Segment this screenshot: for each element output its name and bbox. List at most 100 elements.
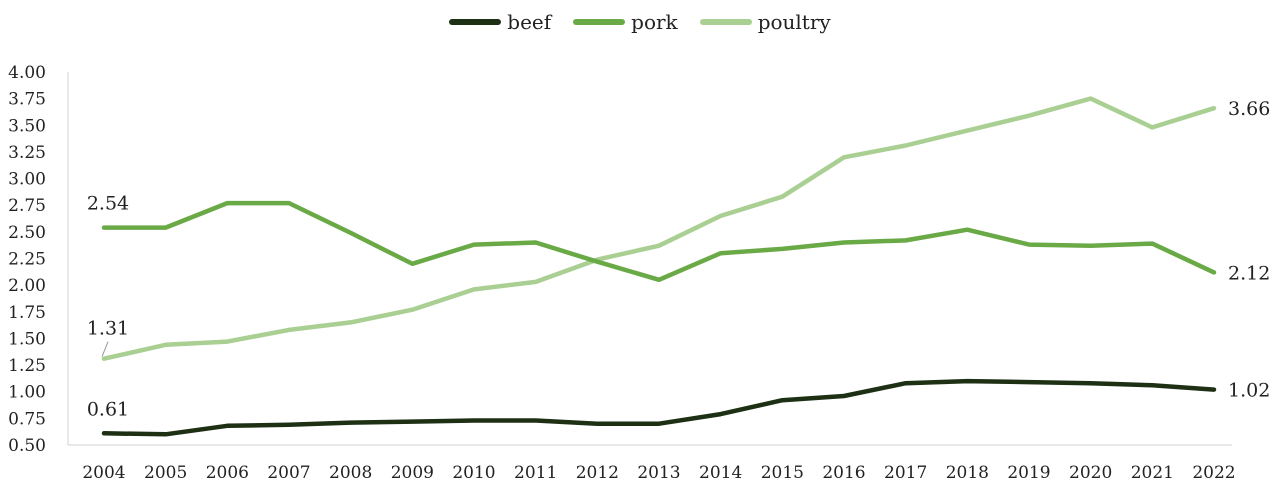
- data-point-pork: [165, 227, 167, 229]
- data-point-beef: [226, 425, 228, 427]
- x-tick-label: 2009: [391, 463, 434, 483]
- y-tick-label: 1.00: [8, 383, 46, 403]
- data-point-pork: [843, 242, 845, 244]
- data-point-pork: [1151, 243, 1153, 245]
- data-point-poultry: [720, 215, 722, 217]
- y-tick-label: 3.50: [8, 116, 46, 136]
- data-point-beef: [473, 419, 475, 421]
- data-point-pork: [658, 279, 660, 281]
- x-tick-label: 2012: [576, 463, 619, 483]
- data-point-pork: [781, 248, 783, 250]
- y-tick-label: 2.25: [8, 250, 46, 270]
- series-line-poultry: [101, 96, 1217, 361]
- data-point-beef: [350, 422, 352, 424]
- data-point-beef: [658, 423, 660, 425]
- data-point-poultry: [1090, 98, 1092, 100]
- legend-label: pork: [631, 10, 678, 34]
- data-label-pork: 2.54: [87, 193, 129, 215]
- y-tick-label: 1.75: [8, 303, 46, 323]
- data-label-poultry: 3.66: [1228, 98, 1270, 120]
- data-point-beef: [720, 413, 722, 415]
- data-point-poultry: [966, 130, 968, 132]
- data-label-poultry: 1.31: [87, 318, 129, 340]
- data-labels: 0.61 1.02 2.54 2.12 1.31 3.66: [87, 98, 1270, 420]
- data-point-poultry: [226, 341, 228, 343]
- data-point-poultry: [1151, 126, 1153, 128]
- data-point-beef: [165, 433, 167, 435]
- legend-item-pork: pork: [573, 10, 678, 34]
- data-point-beef: [1090, 382, 1092, 384]
- data-point-pork: [103, 227, 105, 229]
- y-tick-label: 0.50: [8, 436, 46, 456]
- data-point-poultry: [658, 245, 660, 247]
- x-tick-label: 2004: [82, 463, 125, 483]
- data-point-poultry: [288, 329, 290, 331]
- data-label-pork: 2.12: [1228, 262, 1270, 284]
- data-point-poultry: [103, 358, 105, 360]
- legend-item-beef: beef: [449, 10, 551, 34]
- data-point-beef: [1028, 381, 1030, 383]
- data-point-beef: [905, 382, 907, 384]
- axes: 0.50 0.75 1.00 1.25 1.50 1.75 2.00 2.25 2.50 2.75…: [8, 63, 1235, 483]
- x-tick-label: 2017: [884, 463, 927, 483]
- y-tick-label: 1.25: [8, 356, 46, 376]
- data-point-poultry: [473, 288, 475, 290]
- legend-label: beef: [507, 10, 552, 34]
- x-tick-label: 2013: [637, 463, 680, 483]
- data-point-beef: [781, 399, 783, 401]
- y-tick-label: 3.25: [8, 143, 46, 163]
- x-tick-label: 2016: [822, 463, 865, 483]
- y-tick-label: 1.50: [8, 329, 46, 349]
- series-line-beef: [101, 378, 1217, 437]
- data-point-pork: [226, 202, 228, 204]
- y-tick-label: 3.75: [8, 90, 46, 110]
- data-point-beef: [535, 419, 537, 421]
- data-point-poultry: [1028, 115, 1030, 117]
- legend-label: poultry: [757, 10, 831, 34]
- x-tick-label: 2010: [452, 463, 495, 483]
- y-tick-label: 3.00: [8, 170, 46, 190]
- data-label-beef: 1.02: [1228, 380, 1270, 402]
- data-point-poultry: [843, 156, 845, 158]
- data-point-beef: [966, 380, 968, 382]
- x-tick-label: 2018: [946, 463, 989, 483]
- y-tick-label: 2.50: [8, 223, 46, 243]
- data-point-poultry: [165, 344, 167, 346]
- data-point-pork: [411, 263, 413, 265]
- x-tick-label: 2007: [267, 463, 310, 483]
- x-tick-label: 2006: [206, 463, 249, 483]
- data-point-beef: [596, 423, 598, 425]
- x-tick-label: 2019: [1007, 463, 1050, 483]
- data-point-beef: [288, 424, 290, 426]
- x-tick-label: 2021: [1131, 463, 1174, 483]
- series-layer: [101, 96, 1217, 437]
- data-point-beef: [1213, 389, 1215, 391]
- data-point-beef: [411, 421, 413, 423]
- x-tick-label: 2005: [144, 463, 187, 483]
- y-tick-label: 2.00: [8, 276, 46, 296]
- y-tick-label: 2.75: [8, 196, 46, 216]
- legend-item-poultry: poultry: [699, 10, 831, 34]
- data-point-pork: [473, 244, 475, 246]
- data-point-poultry: [905, 145, 907, 147]
- x-tick-label: 2022: [1192, 463, 1235, 483]
- data-point-pork: [1090, 245, 1092, 247]
- y-tick-label: 0.75: [8, 409, 46, 429]
- data-point-pork: [535, 242, 537, 244]
- y-tick-label: 4.00: [8, 63, 46, 83]
- legend: beef pork poultry: [0, 10, 1280, 34]
- data-point-pork: [1213, 271, 1215, 273]
- data-point-poultry: [350, 321, 352, 323]
- x-tick-label: 2011: [514, 463, 557, 483]
- data-point-beef: [843, 395, 845, 397]
- data-label-beef: 0.61: [87, 398, 129, 420]
- data-point-pork: [288, 202, 290, 204]
- data-point-pork: [966, 229, 968, 231]
- x-tick-label: 2015: [761, 463, 804, 483]
- x-tick-label: 2014: [699, 463, 742, 483]
- data-point-poultry: [535, 281, 537, 283]
- data-point-pork: [1028, 244, 1030, 246]
- data-point-pork: [905, 239, 907, 241]
- legend-swatch: [449, 19, 502, 25]
